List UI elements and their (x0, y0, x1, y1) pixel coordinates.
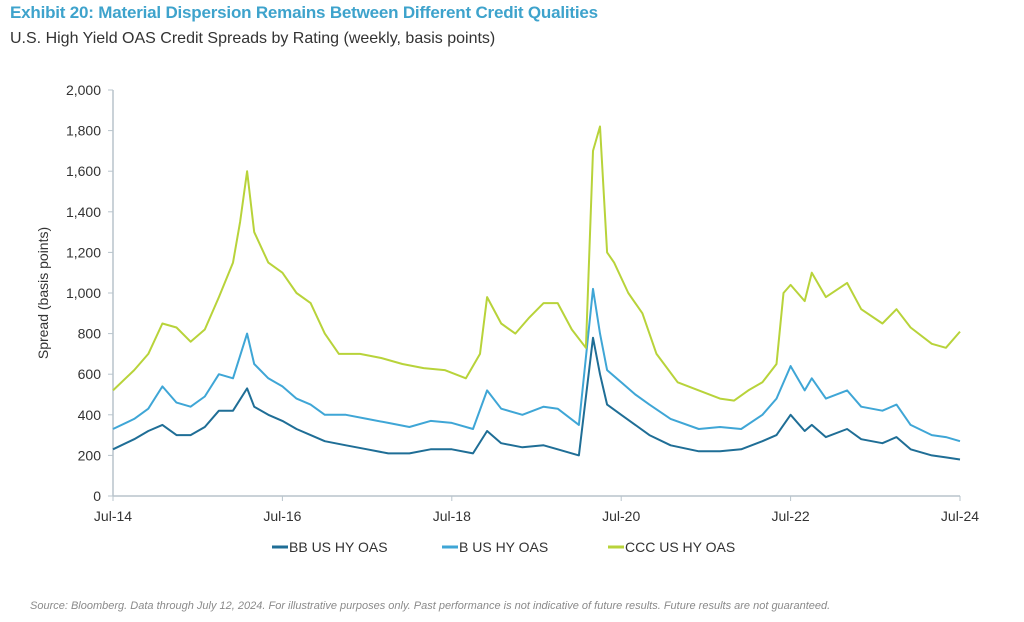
x-tick-label: Jul-24 (941, 508, 979, 524)
y-tick-label: 600 (78, 366, 102, 382)
y-tick-label: 1,800 (66, 123, 101, 139)
series-line-ccc (112, 125, 961, 402)
y-tick-label: 1,000 (66, 285, 101, 301)
chart-subtitle: U.S. High Yield OAS Credit Spreads by Ra… (10, 30, 496, 47)
chart-title: Exhibit 20: Material Dispersion Remains … (10, 3, 598, 22)
source-note: Source: Bloomberg. Data through July 12,… (30, 600, 831, 612)
x-tick-label: Jul-14 (94, 508, 132, 524)
y-tick-label: 1,400 (66, 204, 101, 220)
y-tick-label: 1,200 (66, 244, 101, 260)
series-line-b (112, 287, 961, 443)
legend-label: CCC US HY OAS (625, 539, 735, 555)
series-line-bb (112, 336, 961, 461)
legend-item: CCC US HY OAS (608, 539, 735, 555)
y-tick-label: 1,600 (66, 163, 101, 179)
y-axis-label: Spread (basis points) (35, 227, 51, 359)
legend-label: BB US HY OAS (289, 539, 388, 555)
legend-item: B US HY OAS (442, 539, 548, 555)
x-tick-label: Jul-22 (772, 508, 810, 524)
y-tick-label: 2,000 (66, 82, 101, 98)
legend-item: BB US HY OAS (272, 539, 388, 555)
y-tick-label: 800 (78, 326, 102, 342)
y-tick-label: 400 (78, 407, 102, 423)
x-tick-label: Jul-16 (263, 508, 301, 524)
y-tick-label: 0 (93, 488, 101, 504)
x-tick-label: Jul-18 (433, 508, 471, 524)
x-tick-label: Jul-20 (602, 508, 640, 524)
legend-label: B US HY OAS (459, 539, 548, 555)
y-tick-label: 200 (78, 447, 102, 463)
